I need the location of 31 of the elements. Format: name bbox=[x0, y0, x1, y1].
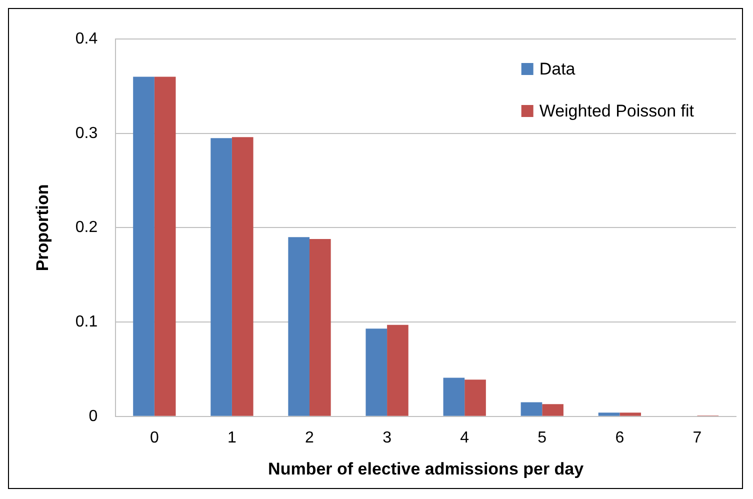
bar bbox=[598, 412, 620, 416]
bar bbox=[464, 380, 486, 416]
bar bbox=[310, 239, 331, 416]
x-tick-label: 4 bbox=[460, 429, 470, 446]
bar bbox=[154, 76, 176, 416]
bar bbox=[210, 138, 232, 416]
y-tick-label: 0.3 bbox=[75, 124, 98, 142]
x-tick-label: 6 bbox=[615, 429, 624, 446]
y-tick-label: 0 bbox=[88, 408, 98, 425]
x-tick-label: 5 bbox=[538, 429, 547, 446]
bar bbox=[542, 404, 564, 416]
bar bbox=[232, 137, 254, 416]
y-axis-title: Proportion bbox=[32, 184, 52, 272]
bar bbox=[288, 237, 310, 416]
y-tick-label: 0.1 bbox=[75, 313, 98, 330]
legend-label: Data bbox=[539, 60, 576, 79]
bar bbox=[387, 324, 408, 416]
x-tick-label: 7 bbox=[692, 429, 702, 446]
x-tick-label: 2 bbox=[305, 429, 314, 446]
x-tick-label: 0 bbox=[150, 429, 159, 446]
legend-label: Weighted Poisson fit bbox=[539, 102, 694, 121]
bar bbox=[366, 328, 388, 416]
bar bbox=[443, 378, 465, 416]
x-tick-label: 3 bbox=[382, 429, 392, 446]
x-tick-label: 1 bbox=[228, 429, 237, 446]
y-tick-label: 0.2 bbox=[75, 219, 98, 236]
x-axis-title: Number of elective admissions per day bbox=[268, 459, 584, 478]
bar bbox=[520, 402, 542, 416]
y-tick-label: 0.4 bbox=[75, 30, 98, 48]
bar bbox=[620, 412, 642, 416]
bar bbox=[133, 76, 154, 416]
